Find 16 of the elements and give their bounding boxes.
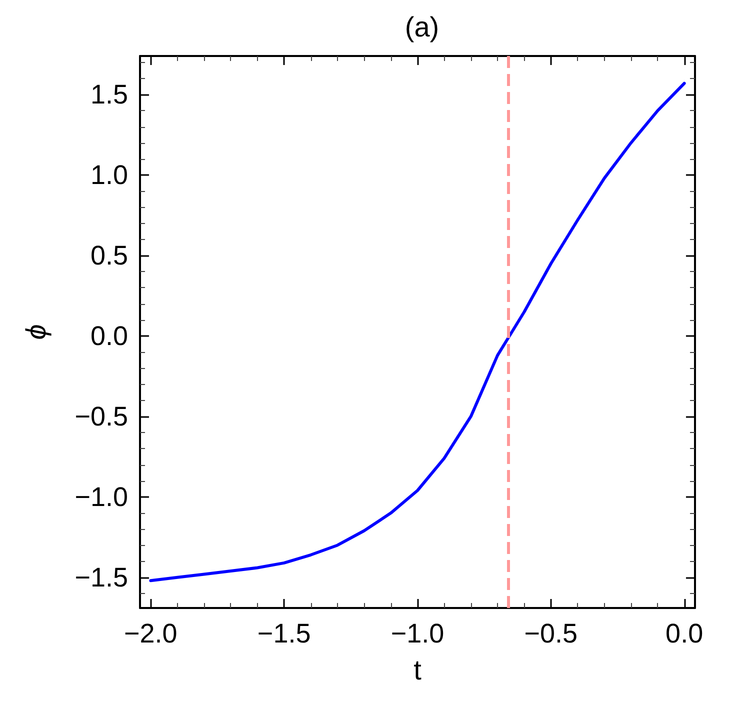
y-tick-label: 1.0 bbox=[90, 160, 128, 190]
y-axis-title: ϕ bbox=[20, 324, 52, 340]
x-tick-label: −1.5 bbox=[257, 618, 311, 648]
chart-title: (a) bbox=[404, 12, 440, 42]
y-tick-label: 0.5 bbox=[90, 240, 128, 271]
x-tick-label: −2.0 bbox=[124, 618, 178, 648]
y-tick-label: −0.5 bbox=[74, 401, 128, 432]
y-tick-label: −1.5 bbox=[74, 562, 128, 592]
y-tick-label: 0.0 bbox=[90, 321, 128, 352]
x-tick-label: 0.0 bbox=[666, 618, 704, 648]
y-tick-label: −1.0 bbox=[74, 482, 128, 512]
line-series bbox=[149, 82, 686, 582]
x-tick-label: −0.5 bbox=[524, 618, 578, 648]
x-tick-label: −1.0 bbox=[390, 618, 444, 648]
y-tick-label: 1.5 bbox=[90, 80, 128, 110]
x-axis-title: t bbox=[414, 654, 422, 686]
